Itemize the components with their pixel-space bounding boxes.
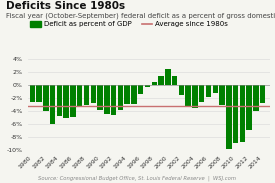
Bar bbox=[104, 85, 109, 114]
Bar bbox=[152, 82, 157, 85]
Bar bbox=[172, 76, 177, 85]
Bar bbox=[84, 85, 89, 105]
Legend: Deficit as percent of GDP, Average since 1980s: Deficit as percent of GDP, Average since… bbox=[28, 18, 231, 30]
Bar bbox=[97, 85, 103, 110]
Bar bbox=[57, 85, 62, 116]
Bar bbox=[77, 85, 82, 106]
Bar bbox=[165, 69, 170, 85]
Text: Fiscal year (October-September) federal deficit as a percent of gross domestic p: Fiscal year (October-September) federal … bbox=[6, 13, 275, 19]
Bar bbox=[253, 85, 259, 111]
Bar bbox=[138, 85, 144, 94]
Bar bbox=[36, 85, 42, 102]
Bar bbox=[233, 85, 238, 143]
Text: Deficits Since 1980s: Deficits Since 1980s bbox=[6, 1, 125, 11]
Bar bbox=[145, 85, 150, 87]
Bar bbox=[64, 85, 69, 118]
Bar bbox=[111, 85, 116, 115]
Bar bbox=[219, 85, 225, 105]
Bar bbox=[199, 85, 204, 102]
Text: Source: Congressional Budget Office, St. Louis Federal Reserve  |  WSJ.com: Source: Congressional Budget Office, St.… bbox=[39, 176, 236, 181]
Bar bbox=[118, 85, 123, 110]
Bar bbox=[179, 85, 184, 94]
Bar bbox=[246, 85, 252, 130]
Bar bbox=[131, 85, 137, 104]
Bar bbox=[185, 85, 191, 107]
Bar bbox=[192, 85, 198, 108]
Bar bbox=[206, 85, 211, 97]
Bar bbox=[43, 85, 48, 111]
Bar bbox=[260, 85, 265, 103]
Bar bbox=[70, 85, 76, 117]
Bar bbox=[226, 85, 232, 149]
Bar bbox=[240, 85, 245, 142]
Bar bbox=[29, 85, 35, 102]
Bar bbox=[213, 85, 218, 93]
Bar bbox=[158, 76, 164, 85]
Bar bbox=[90, 85, 96, 103]
Bar bbox=[124, 85, 130, 104]
Bar bbox=[50, 85, 55, 124]
